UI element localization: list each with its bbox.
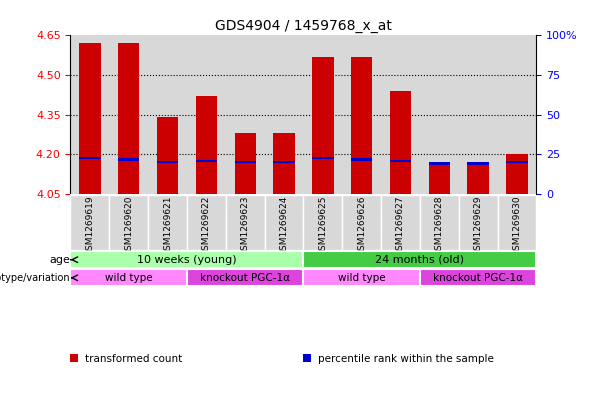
- Text: wild type: wild type: [338, 273, 386, 283]
- Text: GSM1269626: GSM1269626: [357, 196, 366, 256]
- FancyBboxPatch shape: [187, 195, 226, 250]
- Bar: [420, 35, 459, 194]
- Bar: [312, 157, 333, 160]
- Bar: [428, 162, 450, 165]
- Text: GSM1269625: GSM1269625: [318, 196, 327, 256]
- Text: percentile rank within the sample: percentile rank within the sample: [318, 354, 494, 364]
- Bar: [79, 157, 101, 160]
- FancyBboxPatch shape: [420, 270, 536, 286]
- Bar: [79, 43, 101, 194]
- Text: GSM1269630: GSM1269630: [512, 196, 522, 256]
- Bar: [351, 57, 372, 194]
- Bar: [273, 133, 295, 194]
- Bar: [265, 35, 303, 194]
- Bar: [459, 35, 498, 194]
- Bar: [118, 158, 139, 161]
- Bar: [303, 35, 342, 194]
- Bar: [390, 91, 411, 194]
- Bar: [70, 35, 109, 194]
- Text: 24 months (old): 24 months (old): [375, 255, 465, 265]
- Bar: [468, 162, 489, 194]
- Bar: [196, 96, 217, 194]
- FancyBboxPatch shape: [70, 252, 303, 268]
- Bar: [351, 158, 372, 161]
- Bar: [312, 57, 333, 194]
- Text: GSM1269621: GSM1269621: [163, 196, 172, 256]
- Text: GSM1269623: GSM1269623: [241, 196, 249, 256]
- Text: 10 weeks (young): 10 weeks (young): [137, 255, 237, 265]
- Text: GSM1269627: GSM1269627: [396, 196, 405, 256]
- Text: transformed count: transformed count: [85, 354, 183, 364]
- FancyBboxPatch shape: [148, 195, 187, 250]
- FancyBboxPatch shape: [265, 195, 303, 250]
- FancyBboxPatch shape: [342, 195, 381, 250]
- Bar: [390, 160, 411, 162]
- FancyBboxPatch shape: [381, 195, 420, 250]
- Bar: [506, 161, 528, 163]
- FancyBboxPatch shape: [303, 195, 342, 250]
- Bar: [381, 35, 420, 194]
- FancyBboxPatch shape: [459, 195, 498, 250]
- Bar: [226, 35, 265, 194]
- Text: GSM1269622: GSM1269622: [202, 196, 211, 256]
- Bar: [273, 161, 295, 163]
- Bar: [109, 35, 148, 194]
- Text: GSM1269629: GSM1269629: [474, 196, 482, 256]
- FancyBboxPatch shape: [498, 195, 536, 250]
- FancyBboxPatch shape: [70, 195, 109, 250]
- Bar: [157, 118, 178, 194]
- Bar: [187, 35, 226, 194]
- Text: GSM1269620: GSM1269620: [124, 196, 133, 256]
- FancyBboxPatch shape: [420, 195, 459, 250]
- Title: GDS4904 / 1459768_x_at: GDS4904 / 1459768_x_at: [215, 19, 392, 33]
- FancyBboxPatch shape: [303, 270, 420, 286]
- Text: genotype/variation: genotype/variation: [0, 273, 70, 283]
- Text: GSM1269628: GSM1269628: [435, 196, 444, 256]
- Text: GSM1269619: GSM1269619: [85, 196, 94, 256]
- FancyBboxPatch shape: [70, 270, 187, 286]
- FancyBboxPatch shape: [303, 252, 536, 268]
- Bar: [428, 162, 450, 194]
- Bar: [235, 133, 256, 194]
- Bar: [235, 161, 256, 163]
- FancyBboxPatch shape: [226, 195, 265, 250]
- Text: knockout PGC-1α: knockout PGC-1α: [200, 273, 290, 283]
- Bar: [157, 161, 178, 163]
- Bar: [148, 35, 187, 194]
- Bar: [498, 35, 536, 194]
- Bar: [468, 162, 489, 165]
- FancyBboxPatch shape: [109, 195, 148, 250]
- Text: knockout PGC-1α: knockout PGC-1α: [433, 273, 523, 283]
- Bar: [506, 154, 528, 194]
- Bar: [342, 35, 381, 194]
- Text: GSM1269624: GSM1269624: [280, 196, 289, 256]
- FancyBboxPatch shape: [187, 270, 303, 286]
- Text: wild type: wild type: [105, 273, 153, 283]
- Bar: [118, 43, 139, 194]
- Text: age: age: [50, 255, 70, 265]
- Bar: [196, 160, 217, 162]
